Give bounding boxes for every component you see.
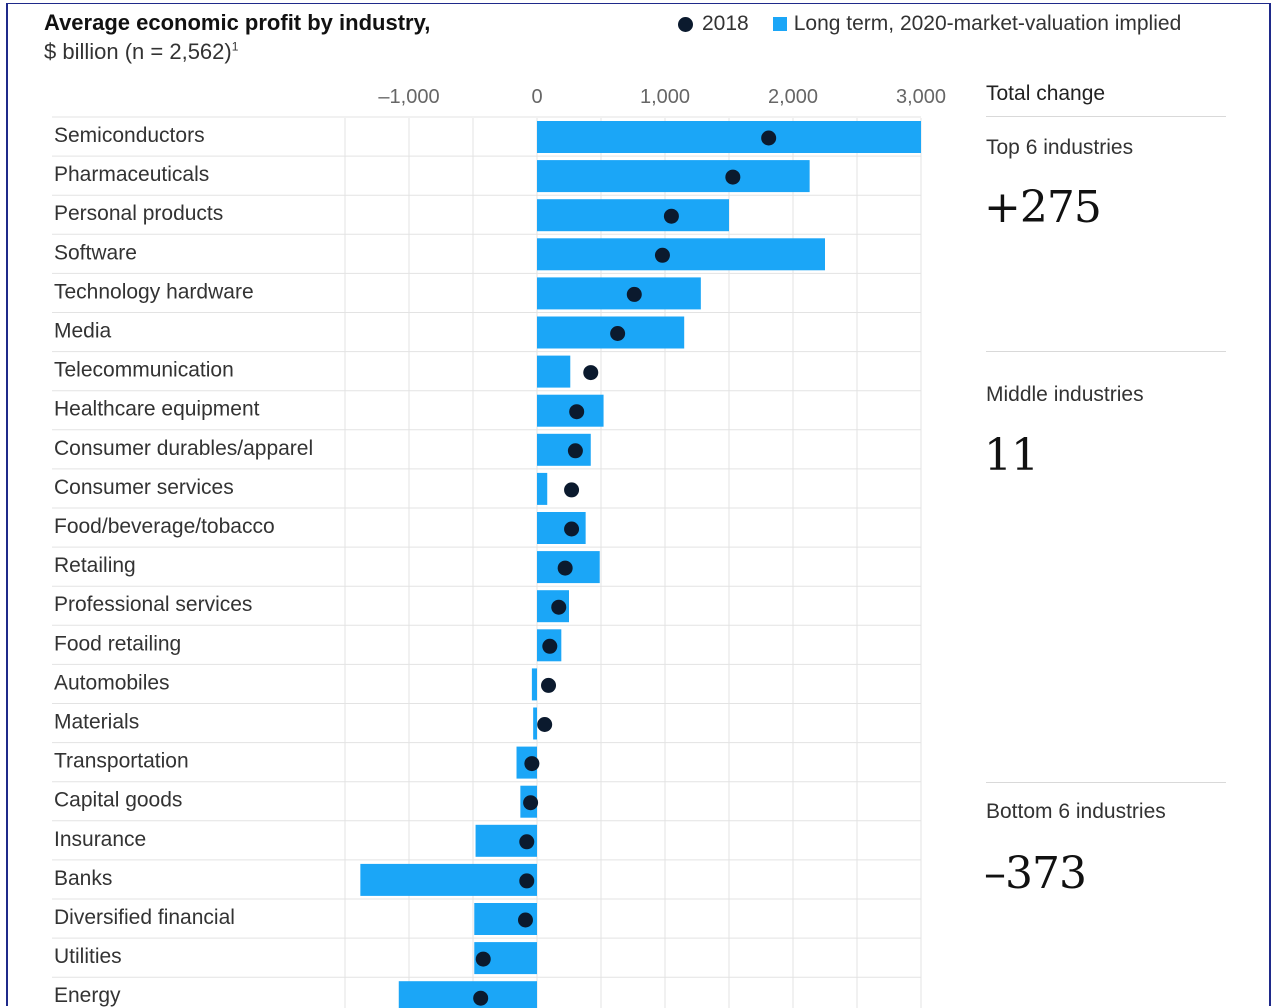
bar [537, 472, 548, 505]
dot-2018 [537, 717, 553, 732]
category-label: Pharmaceuticals [54, 163, 209, 186]
dot-2018 [551, 599, 567, 615]
category-label: Energy [54, 984, 121, 1007]
bar [531, 668, 537, 701]
category-label: Food retailing [54, 632, 181, 655]
category-label: Diversified financial [54, 906, 235, 929]
dot-2018 [473, 990, 489, 1006]
dot-2018 [761, 130, 777, 146]
top-group-label: Top 6 industries [986, 136, 1134, 159]
bottom-group-value: –373 [984, 848, 1087, 899]
dot-2018 [519, 834, 535, 850]
dot-2018 [541, 677, 557, 693]
category-label: Media [54, 320, 112, 343]
dot-2018 [542, 638, 558, 654]
category-label: Technology hardware [54, 280, 254, 303]
dot-2018 [567, 443, 583, 459]
bar [537, 238, 825, 271]
bar-chart: –1,000 0 1,000 2,000 3,000 Semiconductors Phar… [52, 86, 946, 1008]
legend-bar-label: Long term, 2020-market-valuation implied [793, 12, 1182, 35]
bottom-group-divider [986, 782, 1226, 783]
legend-bar-marker [772, 17, 787, 31]
total-change-divider [986, 116, 1226, 117]
bottom-group-label: Bottom 6 industries [986, 800, 1166, 823]
dot-2018 [564, 521, 580, 537]
bar [360, 863, 537, 896]
dot-2018 [626, 286, 642, 302]
category-label: Software [54, 241, 137, 264]
category-label: Utilities [54, 945, 122, 968]
bar [398, 981, 537, 1008]
category-label: Telecommunication [54, 359, 234, 382]
dot-2018 [725, 169, 741, 185]
dot-2018 [519, 873, 535, 889]
x-tick-label: 2,000 [768, 86, 818, 108]
bar [533, 707, 537, 740]
subtitle-text: $ billion (n = 2,562) [44, 39, 232, 64]
category-label: Consumer durables/apparel [54, 437, 313, 460]
x-tick-label: 0 [531, 86, 542, 108]
category-label: Retailing [54, 554, 136, 577]
dot-2018 [583, 365, 599, 381]
legend: 2018 Long term, 2020-market-valuation im… [678, 12, 1181, 36]
middle-group-value: 11 [984, 430, 1039, 481]
bar [537, 199, 729, 232]
chart-subtitle: $ billion (n = 2,562)1 [44, 39, 238, 65]
bar [537, 121, 921, 153]
dot-2018 [557, 560, 573, 576]
x-tick-label: 1,000 [640, 86, 690, 108]
category-label: Food/beverage/tobacco [54, 515, 275, 538]
bar [537, 277, 701, 310]
x-tick-label: 3,000 [896, 86, 946, 108]
category-label: Materials [54, 711, 139, 734]
x-tick-label: –1,000 [378, 86, 439, 108]
bar [537, 160, 810, 193]
category-label: Transportation [54, 750, 189, 773]
dot-2018 [654, 247, 670, 263]
category-label: Insurance [54, 828, 146, 851]
dot-2018 [475, 951, 491, 967]
dot-2018 [523, 795, 539, 811]
category-label: Professional services [54, 593, 252, 616]
footnote-mark: 1 [231, 39, 239, 54]
legend-dot-marker [678, 16, 693, 32]
total-change-heading: Total change [986, 82, 1106, 105]
middle-group-divider [986, 351, 1226, 352]
middle-group-label: Middle industries [986, 383, 1144, 406]
dot-2018 [610, 326, 626, 341]
category-label: Capital goods [54, 789, 182, 812]
chart-title: Average economic profit by industry, [44, 10, 431, 35]
category-label: Automobiles [54, 671, 170, 694]
bar [537, 355, 571, 388]
category-label: Personal products [54, 202, 223, 225]
category-label: Consumer services [54, 476, 234, 499]
dot-2018 [569, 404, 585, 420]
dot-2018 [564, 482, 580, 498]
dot-2018 [524, 756, 540, 772]
category-label: Healthcare equipment [54, 398, 260, 421]
legend-dot-label: 2018 [702, 12, 749, 35]
dot-2018 [663, 208, 679, 224]
dot-2018 [517, 912, 533, 928]
top-group-value: +275 [984, 182, 1102, 233]
category-label: Semiconductors [54, 124, 205, 147]
category-label: Banks [54, 867, 112, 890]
